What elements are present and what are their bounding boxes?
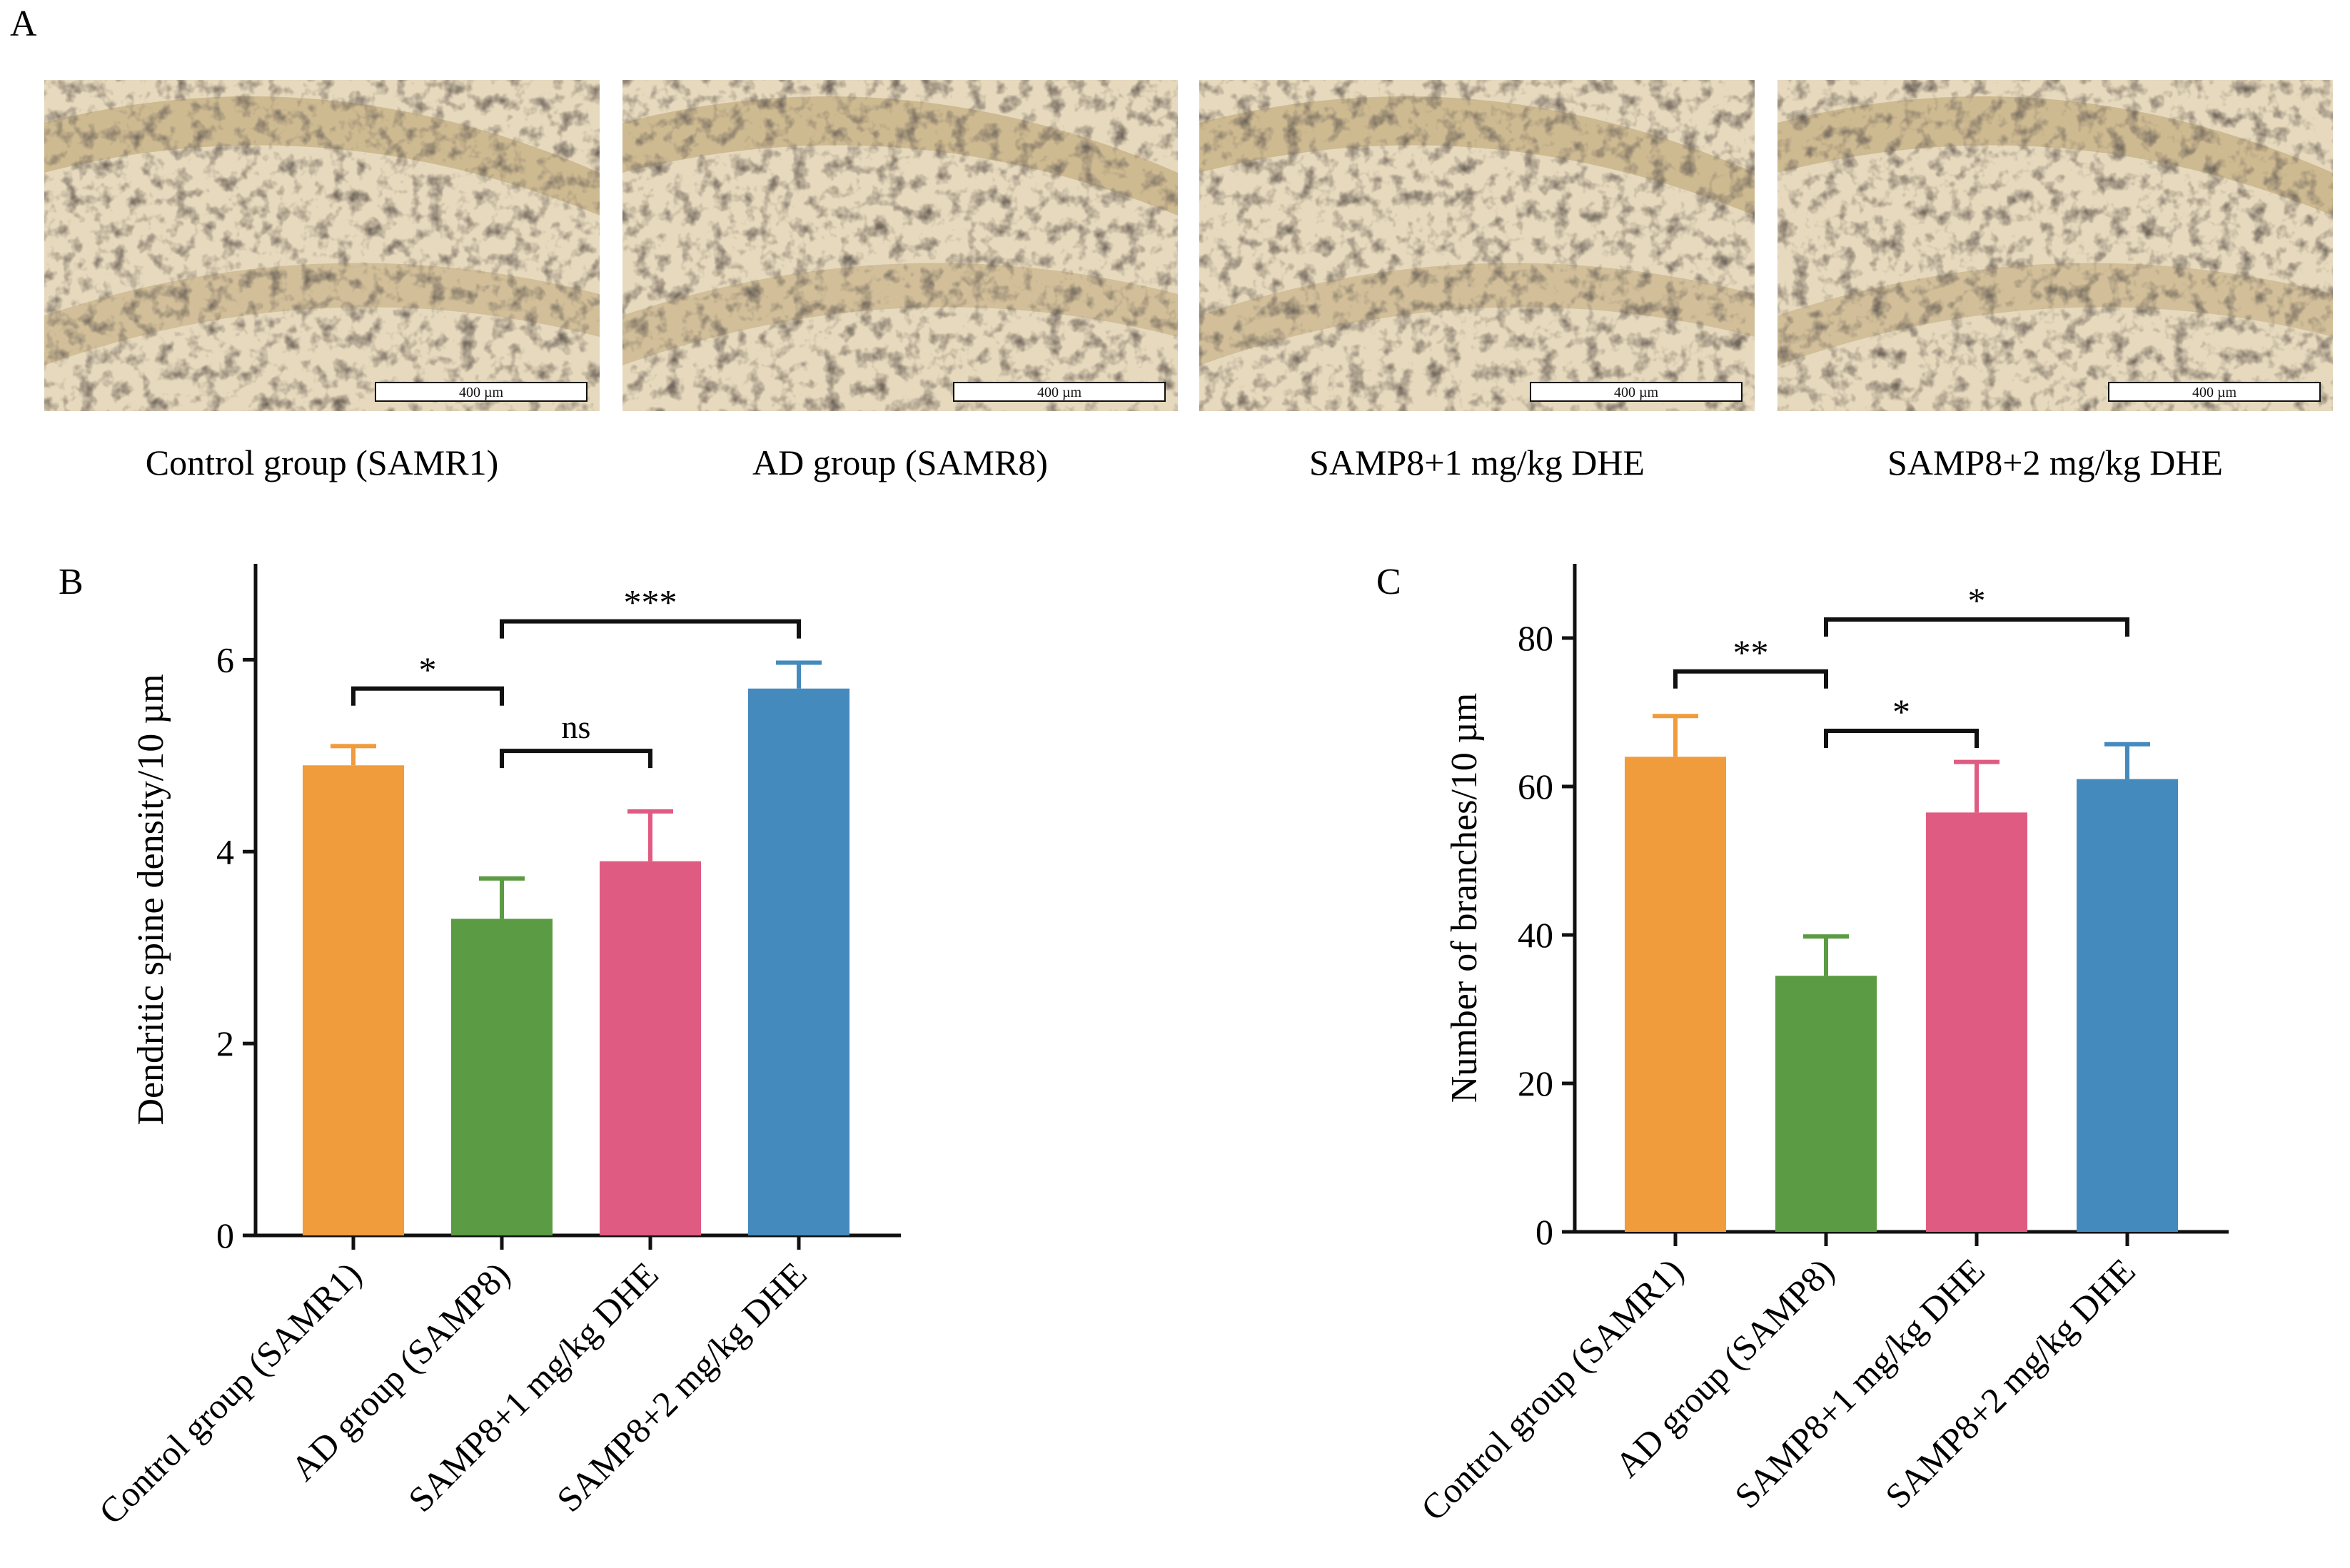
- y-tick-label: 2: [216, 1023, 234, 1063]
- x-tick-label: SAMP8+2 mg/kg DHE: [1877, 1250, 2143, 1516]
- scale-bar: [375, 382, 588, 402]
- scale-bar-label: 400 µm: [1614, 385, 1659, 400]
- bar: [1926, 812, 2027, 1232]
- chart-branches: 0 20 40 60 80 Number of branches/10 µm Control…: [1413, 564, 2229, 1528]
- micrograph-caption: SAMP8+1 mg/kg DHE: [1309, 442, 1645, 482]
- panel-letter-c: C: [1376, 562, 1401, 602]
- bar: [451, 919, 553, 1235]
- y-tick-label: 4: [216, 831, 234, 871]
- panel-letter-a: A: [10, 4, 37, 44]
- x-tick-label: Control group (SAMR1): [1413, 1250, 1691, 1528]
- significance-label: *: [1968, 580, 1986, 620]
- y-tick-label: 0: [216, 1215, 234, 1255]
- scale-bar-label: 400 µm: [459, 385, 504, 400]
- bar: [2077, 779, 2178, 1232]
- golgi-stain-texture: [622, 80, 1178, 411]
- y-tick-label: 40: [1518, 915, 1553, 955]
- micrograph-4: 400 µm SAMP8+2 mg/kg DHE: [1777, 80, 2333, 482]
- micrograph-3: 400 µm SAMP8+1 mg/kg DHE: [1199, 80, 1755, 482]
- x-tick-label: SAMP8+1 mg/kg DHE: [1727, 1250, 1992, 1516]
- significance-label: *: [419, 649, 437, 689]
- micrograph-1: 400 µm Control group (SAMR1): [44, 80, 600, 482]
- micrograph-2: 400 µm AD group (SAMR8): [622, 80, 1178, 482]
- micrograph-caption: SAMP8+2 mg/kg DHE: [1887, 442, 2223, 482]
- scale-bar: [1530, 382, 1743, 402]
- scale-bar-label: 400 µm: [2192, 385, 2237, 400]
- y-tick-label: 80: [1518, 618, 1553, 658]
- y-axis-label: Dendritic spine density/10 µm: [131, 674, 171, 1125]
- panel-letter-b: B: [59, 562, 84, 602]
- bar: [748, 688, 849, 1235]
- significance-bracket: [1673, 669, 1828, 689]
- significance-bracket: [500, 749, 652, 769]
- x-tick-label: SAMP8+1 mg/kg DHE: [400, 1254, 666, 1519]
- significance-label: *: [1892, 692, 1910, 732]
- bar: [303, 765, 404, 1235]
- significance-label: ns: [562, 709, 591, 745]
- y-tick-label: 0: [1535, 1212, 1553, 1252]
- y-axis-label: Number of branches/10 µm: [1444, 693, 1485, 1103]
- micrograph-row: 400 µm Control group (SAMR1) 400 µm AD grou…: [44, 80, 2333, 482]
- bar: [600, 861, 701, 1235]
- significance-bracket: [500, 619, 801, 639]
- significance-label: **: [1733, 632, 1769, 672]
- significance-label: ***: [624, 582, 677, 622]
- significance-bracket: [1824, 617, 2129, 637]
- significance-bracket: [1824, 729, 1979, 748]
- bar: [1625, 757, 1726, 1232]
- y-tick-label: 60: [1518, 767, 1553, 806]
- significance-bracket: [351, 686, 504, 706]
- x-tick-label: SAMP8+2 mg/kg DHE: [549, 1254, 815, 1519]
- golgi-stain-texture: [1199, 80, 1755, 411]
- scale-bar-label: 400 µm: [1037, 385, 1082, 400]
- y-tick-label: 6: [216, 639, 234, 679]
- golgi-stain-texture: [44, 80, 600, 411]
- x-tick-label: Control group (SAMR1): [91, 1254, 369, 1532]
- micrograph-caption: Control group (SAMR1): [146, 442, 498, 482]
- y-tick-label: 20: [1518, 1063, 1553, 1103]
- chart-spine-density: 0 2 4 6 Dendritic spine density/10 µm Control…: [91, 564, 901, 1532]
- bar: [1775, 976, 1877, 1232]
- scale-bar: [2108, 382, 2321, 402]
- micrograph-caption: AD group (SAMR8): [752, 442, 1048, 482]
- golgi-stain-texture: [1777, 80, 2333, 411]
- scale-bar: [953, 382, 1166, 402]
